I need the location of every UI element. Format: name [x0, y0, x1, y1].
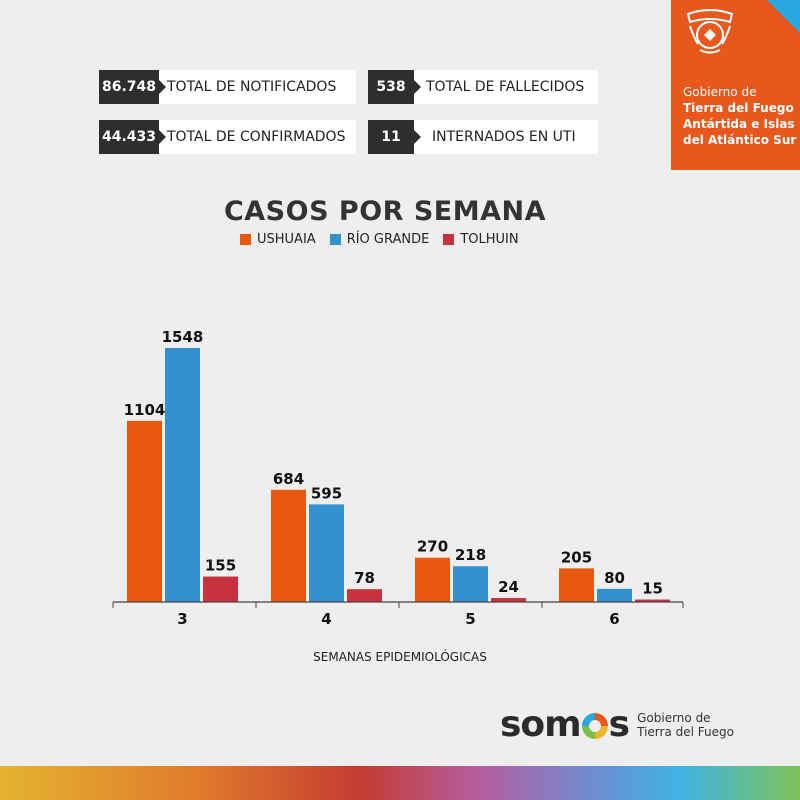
bar-r-o-grande-6 [597, 588, 632, 602]
stat-label: TOTAL DE NOTIFICADOS [167, 79, 337, 95]
data-label: 1104 [124, 401, 166, 419]
stat-value: 11 [368, 120, 421, 154]
org-line: Tierra del Fuego [683, 101, 794, 115]
stat-fallecidos: 538 TOTAL DE FALLECIDOS [368, 70, 598, 104]
data-label: 24 [498, 578, 519, 596]
data-label: 205 [561, 548, 592, 566]
x-tick-label: 5 [465, 610, 475, 628]
stat-notificados: 86.748 TOTAL DE NOTIFICADOS [99, 70, 356, 104]
stat-confirmados: 44.433 TOTAL DE CONFIRMADOS [99, 120, 356, 154]
legend-label: USHUAIA [257, 232, 316, 247]
footer-line: Gobierno de [637, 710, 711, 725]
bar-ushuaia-5 [415, 557, 450, 602]
provincial-seal-icon [686, 9, 734, 54]
data-label: 1548 [162, 328, 204, 346]
stat-internados: 11 INTERNADOS EN UTI [368, 120, 598, 154]
bar-r-o-grande-5 [453, 566, 488, 602]
bar-chart: 1104 1548 155 3 684 595 78 4 270 218 24 5 205 80 15 6 [112, 328, 684, 628]
stat-label: TOTAL DE CONFIRMADOS [167, 129, 346, 145]
data-label: 684 [273, 470, 304, 488]
org-line: Antártida e Islas [683, 117, 795, 131]
legend-swatch [329, 234, 341, 245]
data-label: 80 [604, 569, 625, 587]
bar-ushuaia-4 [271, 489, 306, 602]
bar-tolhuin-3 [203, 576, 238, 602]
color-ring-icon [581, 713, 608, 739]
footer-line: Tierra del Fuego [637, 724, 734, 739]
org-line: Gobierno de [683, 85, 757, 99]
brand-text: s [608, 704, 630, 745]
org-line: del Atlántico Sur [683, 133, 797, 147]
data-label: 155 [205, 557, 236, 575]
legend-item-rio-grande: RÍO GRANDE [329, 232, 430, 247]
x-tick-label: 4 [321, 610, 331, 628]
bar-ushuaia-3 [127, 420, 162, 602]
chart-title: CASOS POR SEMANA [223, 196, 547, 227]
bar-tolhuin-6 [635, 599, 670, 602]
legend-label: TOLHUIN [460, 232, 519, 247]
data-label: 218 [455, 546, 486, 564]
stat-label: INTERNADOS EN UTI [432, 129, 576, 145]
footer-government-name: Gobierno de Tierra del Fuego [637, 711, 734, 739]
bar-ushuaia-6 [559, 568, 594, 602]
color-stripe [0, 766, 800, 800]
legend-item-tolhuin: TOLHUIN [443, 232, 519, 247]
stat-value: 86.748 [99, 70, 166, 104]
stat-value: 44.433 [99, 120, 166, 154]
bar-tolhuin-5 [491, 598, 526, 602]
data-label: 15 [642, 580, 663, 598]
legend-item-ushuaia: USHUAIA [240, 232, 316, 247]
data-label: 595 [311, 484, 342, 502]
stat-value: 538 [368, 70, 421, 104]
chart-legend: USHUAIA RÍO GRANDE TOLHUIN [240, 232, 519, 247]
stat-label: TOTAL DE FALLECIDOS [426, 79, 585, 95]
legend-swatch [240, 234, 251, 245]
x-tick-label: 6 [609, 610, 619, 628]
legend-swatch [443, 234, 455, 245]
bar-r-o-grande-3 [165, 348, 200, 602]
data-label: 78 [354, 569, 375, 587]
bar-tolhuin-4 [347, 589, 382, 602]
x-tick-label: 3 [177, 610, 187, 628]
legend-label: RÍO GRANDE [346, 232, 430, 247]
brand-text: som [500, 704, 582, 745]
data-label: 270 [417, 538, 448, 556]
x-axis-title: SEMANAS EPIDEMIOLÓGICAS [313, 650, 487, 664]
somos-logo: som s Gobierno de Tierra del Fuego [500, 704, 734, 745]
bar-r-o-grande-4 [309, 504, 344, 602]
corner-fold-icon [767, 0, 800, 33]
government-name: Gobierno de Tierra del Fuego Antártida e… [683, 84, 798, 148]
somos-wordmark: som s [500, 704, 630, 745]
